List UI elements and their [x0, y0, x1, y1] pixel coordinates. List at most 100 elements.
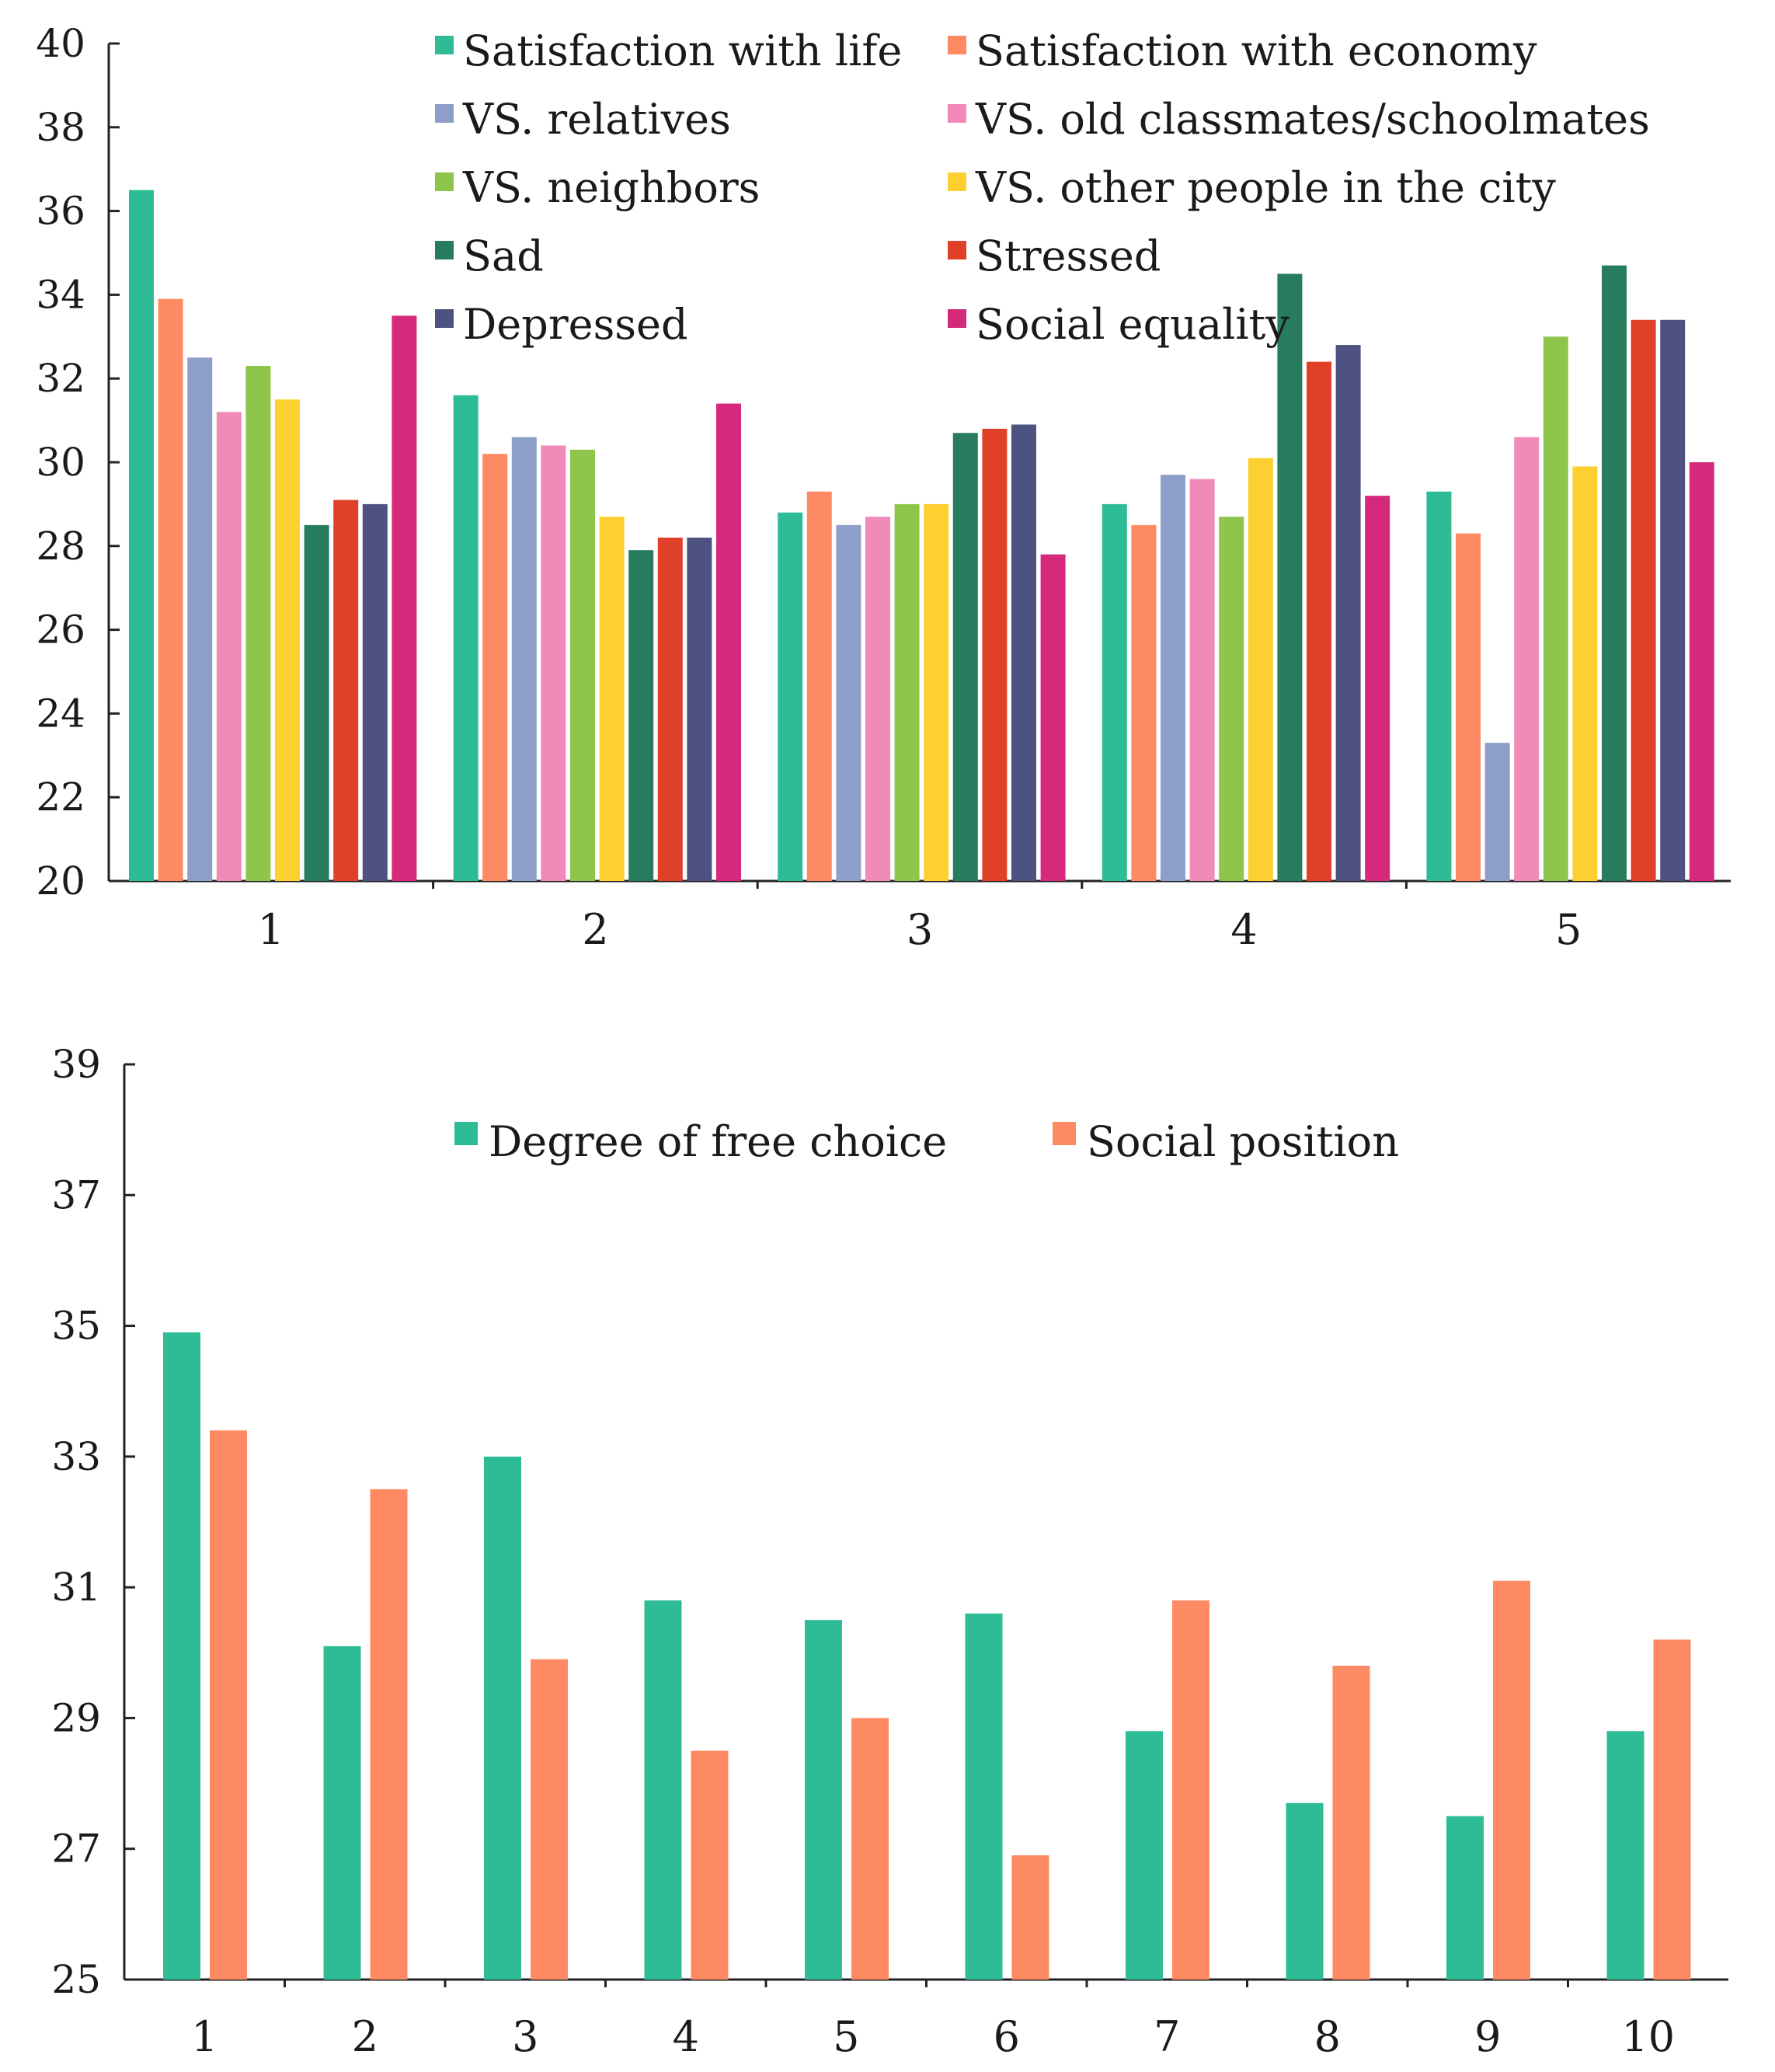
legend-swatch-social-equality: [948, 309, 966, 328]
x-category-label: 1: [258, 905, 284, 954]
bar-vs-old-classmates-schoolmates-cat-3: [865, 517, 890, 881]
bar-satisfaction-with-economy-cat-1: [158, 298, 183, 881]
bar-degree-of-free-choice-cat-8: [1286, 1802, 1324, 1980]
x-category-label: 10: [1621, 2012, 1675, 2061]
legend: Degree of free choice Social position: [454, 1117, 1399, 1166]
y-tick-label: 37: [51, 1172, 101, 1217]
bar-degree-of-free-choice-cat-6: [965, 1613, 1003, 1980]
y-tick-label: 29: [51, 1695, 101, 1740]
x-category-label: 4: [673, 2012, 699, 2061]
bar-degree-of-free-choice-cat-1: [163, 1332, 200, 1980]
bar-satisfaction-with-life-cat-3: [778, 512, 803, 881]
bar-vs-neighbors-cat-5: [1543, 336, 1568, 881]
bar-depressed-cat-3: [1011, 424, 1036, 881]
bar-satisfaction-with-life-cat-4: [1102, 503, 1127, 881]
bar-vs-neighbors-cat-1: [245, 366, 271, 881]
bar-satisfaction-with-economy-cat-5: [1456, 533, 1481, 881]
legend-label-vs-relatives: VS. relatives: [462, 95, 731, 144]
y-tick-label: 31: [51, 1565, 101, 1610]
y-tick-label: 22: [36, 775, 85, 820]
legend-label-social-equality: Social equality: [976, 300, 1289, 349]
bar-degree-of-free-choice-cat-3: [484, 1456, 521, 1980]
legend-swatch-social-position: [1053, 1122, 1076, 1145]
bar-satisfaction-with-economy-cat-4: [1131, 524, 1157, 881]
y-tick-label: 34: [36, 272, 85, 317]
bar-depressed-cat-4: [1335, 345, 1361, 882]
bar-sad-cat-5: [1602, 265, 1627, 881]
y-tick-label: 25: [51, 1957, 101, 2002]
y-tick-label: 33: [51, 1434, 101, 1479]
bar-stressed-cat-3: [982, 428, 1008, 881]
y-tick-label: 32: [36, 356, 85, 401]
y-tick-label: 38: [36, 105, 85, 150]
bar-vs-other-people-in-the-city-cat-5: [1572, 466, 1598, 881]
y-tick-label: 27: [51, 1826, 101, 1872]
y-tick-label: 20: [36, 858, 85, 904]
bar-stressed-cat-1: [333, 500, 359, 881]
x-category-label: 2: [352, 2012, 378, 2061]
y-tick-label: 30: [36, 440, 85, 485]
bar-degree-of-free-choice-cat-9: [1446, 1816, 1484, 1980]
bar-social-position-cat-3: [531, 1659, 568, 1980]
y-tick-label: 35: [51, 1304, 101, 1349]
y-tick-label: 26: [36, 608, 85, 653]
bar-vs-other-people-in-the-city-cat-3: [924, 503, 949, 881]
bar-social-position-cat-1: [210, 1430, 247, 1980]
bar-depressed-cat-1: [362, 503, 388, 881]
legend-swatch-satisfaction-with-economy: [948, 36, 966, 54]
bar-social-equality-cat-5: [1689, 462, 1714, 881]
bar-degree-of-free-choice-cat-10: [1606, 1731, 1644, 1980]
legend-swatch-degree-of-free-choice: [454, 1122, 478, 1145]
x-category-label: 3: [907, 905, 933, 954]
bar-social-position-cat-2: [370, 1489, 408, 1980]
legend-label-vs-old-classmates-schoolmates: VS. old classmates/schoolmates: [975, 95, 1650, 144]
x-category-label: 4: [1230, 905, 1257, 954]
legend-swatch-depressed: [435, 309, 454, 328]
legend-swatch-vs-other-people-in-the-city: [948, 172, 966, 191]
legend-label-vs-other-people-in-the-city: VS. other people in the city: [975, 163, 1556, 212]
free-choice-position-chart: 25 27 29 31 33 35 37 39 1 2 3 4 5 6 7 8 9 10 Degree of fre…: [51, 1042, 1728, 2061]
bar-vs-old-classmates-schoolmates-cat-2: [541, 445, 566, 881]
y-tick-label: 40: [36, 21, 85, 66]
x-category-label: 2: [582, 905, 608, 954]
legend-label-vs-neighbors: VS. neighbors: [462, 163, 760, 212]
bar-vs-relatives-cat-5: [1484, 743, 1510, 881]
legend-swatch-sad: [435, 241, 454, 259]
bar-stressed-cat-2: [657, 538, 683, 881]
x-category-label: 7: [1154, 2012, 1180, 2061]
bar-vs-other-people-in-the-city-cat-4: [1248, 458, 1273, 881]
legend-swatch-satisfaction-with-life: [435, 36, 454, 54]
bar-degree-of-free-choice-cat-5: [805, 1620, 842, 1980]
x-category-label: 9: [1474, 2012, 1501, 2061]
x-category-label: 3: [512, 2012, 538, 2061]
bar-depressed-cat-5: [1660, 319, 1686, 881]
bar-social-equality-cat-4: [1365, 496, 1390, 881]
x-category-label: 5: [833, 2012, 859, 2061]
legend-label-sad: Sad: [463, 232, 544, 280]
legend-swatch-vs-neighbors: [435, 172, 454, 191]
legend-label-satisfaction-with-economy: Satisfaction with economy: [976, 26, 1537, 75]
x-category-label: 1: [191, 2012, 218, 2061]
bar-degree-of-free-choice-cat-7: [1126, 1731, 1163, 1980]
y-tick-label: 39: [51, 1042, 101, 1087]
legend-label-degree-of-free-choice: Degree of free choice: [489, 1117, 947, 1166]
bar-sad-cat-1: [304, 524, 329, 881]
bar-sad-cat-3: [952, 433, 978, 881]
legend-swatch-stressed: [948, 241, 966, 259]
bar-vs-other-people-in-the-city-cat-1: [275, 399, 300, 881]
bar-vs-relatives-cat-4: [1161, 475, 1185, 881]
bar-satisfaction-with-life-cat-5: [1426, 491, 1452, 881]
x-category-label: 6: [994, 2012, 1020, 2061]
bar-social-position-cat-5: [851, 1718, 889, 1980]
bar-vs-old-classmates-schoolmates-cat-5: [1514, 437, 1540, 881]
bar-vs-neighbors-cat-3: [894, 503, 920, 881]
bar-social-position-cat-4: [691, 1750, 729, 1980]
bar-vs-neighbors-cat-4: [1219, 517, 1244, 881]
bar-satisfaction-with-life-cat-2: [453, 395, 479, 881]
y-tick-label: 28: [36, 524, 85, 569]
legend-swatch-vs-relatives: [435, 104, 454, 123]
bar-stressed-cat-4: [1307, 361, 1331, 881]
bar-vs-neighbors-cat-2: [570, 449, 595, 881]
legend-label-depressed: Depressed: [463, 300, 688, 349]
